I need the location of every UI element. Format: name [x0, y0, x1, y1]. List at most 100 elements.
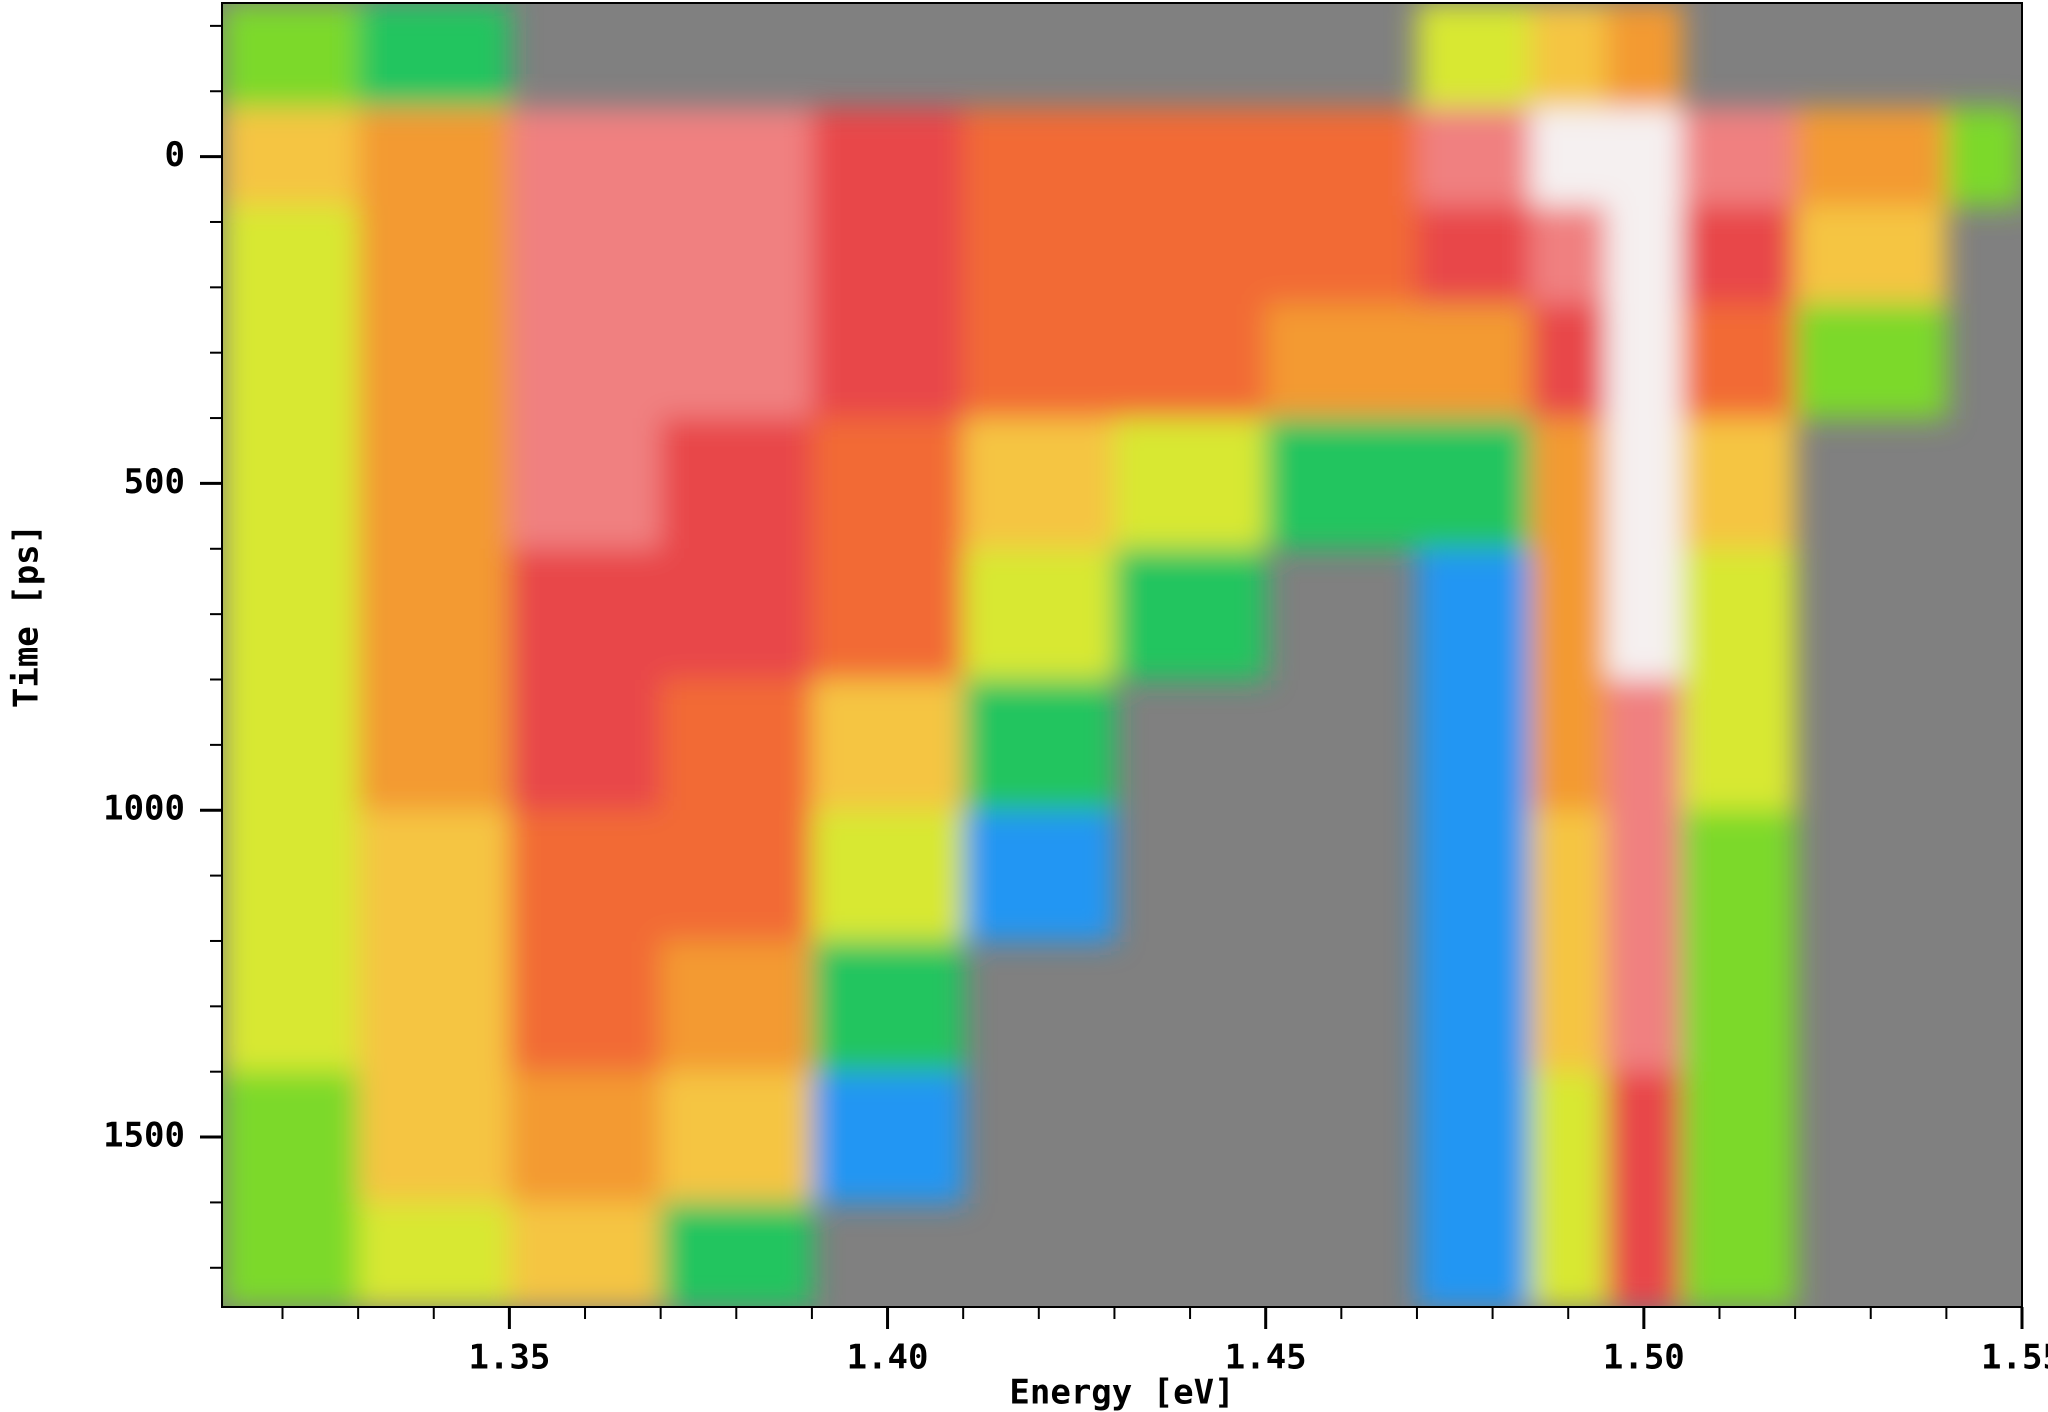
- heat-cell: [1416, 810, 1532, 942]
- heat-cell: [660, 810, 813, 942]
- heat-cell: [1416, 3, 1532, 109]
- heat-cell: [358, 107, 511, 207]
- heat-cell: [1795, 107, 1948, 207]
- heat-cell: [222, 303, 360, 420]
- heat-cell: [1416, 1202, 1532, 1307]
- heat-cell: [660, 107, 813, 207]
- heat-cell: [222, 810, 360, 942]
- heat-cell: [1530, 1202, 1608, 1307]
- heat-cell: [1530, 810, 1608, 942]
- heat-cell: [1265, 418, 1418, 550]
- heat-cell: [811, 940, 965, 1073]
- heat-cell: [811, 548, 965, 681]
- heat-cell: [509, 205, 662, 305]
- heat-cell: [660, 205, 813, 305]
- heat-cell: [1606, 1071, 1683, 1204]
- heat-cell: [1681, 303, 1797, 420]
- heat-cell: [811, 418, 965, 550]
- heat-cell: [1114, 418, 1267, 550]
- heat-cell: [509, 548, 662, 681]
- heat-cell: [1681, 107, 1797, 207]
- heat-cell: [358, 1202, 511, 1307]
- heat-cell: [1530, 107, 1608, 207]
- heat-cell: [660, 1071, 813, 1204]
- heat-cell: [963, 810, 1116, 942]
- heat-cell: [811, 205, 965, 305]
- heat-cell: [1265, 205, 1418, 305]
- heat-cell: [811, 1071, 965, 1204]
- heat-cell: [509, 107, 662, 207]
- heat-cell: [1114, 107, 1267, 207]
- heat-cell: [963, 107, 1116, 207]
- heat-cell: [1606, 810, 1683, 942]
- heatmap-blur: [222, 3, 2022, 1307]
- heat-cell: [811, 679, 965, 812]
- heat-cell: [509, 418, 662, 550]
- heat-cell: [1606, 940, 1683, 1073]
- heat-cell: [509, 303, 662, 420]
- heat-cell: [222, 3, 360, 109]
- heat-cell: [1114, 205, 1267, 305]
- heat-cell: [1530, 1071, 1608, 1204]
- heat-cell: [1530, 205, 1608, 305]
- heat-cell: [660, 548, 813, 681]
- heat-cell: [1416, 679, 1532, 812]
- heat-cell: [222, 940, 360, 1073]
- y-tick-label: 500: [124, 462, 185, 502]
- heat-cell: [509, 1202, 662, 1307]
- heat-cell: [1114, 548, 1267, 681]
- heat-cell: [660, 940, 813, 1073]
- heat-cell: [1606, 303, 1683, 420]
- heat-cell: [1681, 940, 1797, 1073]
- heat-cell: [1681, 205, 1797, 305]
- heat-cell: [1681, 1071, 1797, 1204]
- heat-cell: [222, 1071, 360, 1204]
- heat-cell: [1416, 107, 1532, 207]
- heat-cell: [1530, 548, 1608, 681]
- x-axis-title: Energy [eV]: [1009, 1373, 1234, 1412]
- heat-cell: [963, 548, 1116, 681]
- heat-cell: [1606, 107, 1683, 207]
- heat-cell: [358, 303, 511, 420]
- heat-cell: [222, 1202, 360, 1307]
- heat-cell: [1606, 548, 1683, 681]
- heat-cell: [222, 548, 360, 681]
- x-tick-label: 1.55: [1981, 1338, 2048, 1378]
- plot-frame: [221, 2, 2023, 1308]
- heat-cell: [1530, 303, 1608, 420]
- heat-cell: [963, 205, 1116, 305]
- heat-cell: [1606, 3, 1683, 109]
- x-tick-label: 1.35: [468, 1338, 550, 1378]
- y-axis-title: Time [ps]: [7, 524, 47, 708]
- heat-cell: [358, 205, 511, 305]
- heat-cell: [1416, 303, 1532, 420]
- heat-cell: [963, 303, 1116, 420]
- heat-cell: [1530, 679, 1608, 812]
- heat-cell: [1681, 679, 1797, 812]
- heat-cell: [509, 940, 662, 1073]
- heat-cell: [358, 810, 511, 942]
- heat-cell: [222, 107, 360, 207]
- y-tick-label: 0: [165, 135, 185, 175]
- heat-cell: [1265, 107, 1418, 207]
- heat-cell: [1681, 548, 1797, 681]
- heat-cell: [1606, 679, 1683, 812]
- heat-cell: [222, 679, 360, 812]
- heat-cell: [1795, 205, 1948, 305]
- heat-cell: [811, 303, 965, 420]
- heat-cell: [509, 679, 662, 812]
- x-tick-label: 1.40: [847, 1338, 929, 1378]
- y-tick-label: 1500: [103, 1116, 185, 1156]
- heat-cell: [1530, 418, 1608, 550]
- heat-cell: [1606, 418, 1683, 550]
- heat-cell: [1530, 940, 1608, 1073]
- heat-cell: [1265, 303, 1418, 420]
- x-tick-label: 1.50: [1603, 1338, 1685, 1378]
- heat-cell: [1416, 548, 1532, 681]
- heat-cell: [811, 810, 965, 942]
- heat-cell: [660, 1202, 813, 1307]
- heat-cell: [1606, 205, 1683, 305]
- heat-cell: [1606, 1202, 1683, 1307]
- heat-cell: [222, 205, 360, 305]
